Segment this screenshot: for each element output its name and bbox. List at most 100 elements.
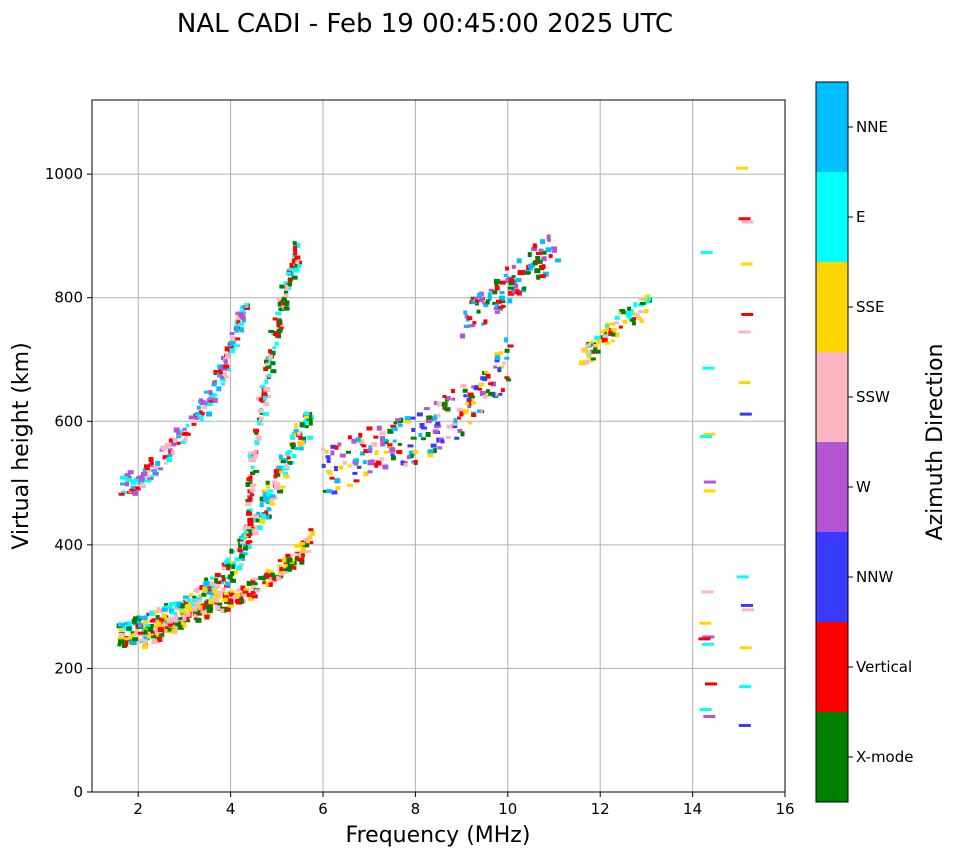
echo-point xyxy=(494,285,500,291)
echo-point xyxy=(223,592,229,596)
echo-point xyxy=(511,275,516,279)
echo-point xyxy=(168,602,173,608)
echo-point xyxy=(281,305,286,310)
echo-point xyxy=(400,460,405,466)
echo-point xyxy=(426,415,433,420)
echo-point xyxy=(505,266,510,271)
echo-point xyxy=(741,312,754,316)
echo-point xyxy=(119,623,126,628)
echo-point xyxy=(371,442,378,448)
echo-point xyxy=(278,326,284,330)
echo-point xyxy=(488,391,494,396)
echo-point xyxy=(240,598,245,604)
echo-point xyxy=(212,600,218,605)
echo-point xyxy=(467,392,474,398)
echo-point xyxy=(330,444,337,449)
colorbar-category-label: Vertical xyxy=(856,658,912,676)
echo-point xyxy=(614,315,620,320)
colorbar-category-label: SSW xyxy=(856,388,890,406)
echo-point xyxy=(699,708,712,712)
echo-point xyxy=(701,642,714,646)
echo-point xyxy=(622,319,628,324)
echo-point xyxy=(409,454,414,459)
echo-point xyxy=(507,286,514,290)
echo-point xyxy=(554,258,561,263)
echo-point xyxy=(593,347,598,353)
echo-point xyxy=(262,499,267,503)
echo-point xyxy=(460,383,467,388)
echo-point xyxy=(252,513,259,519)
echo-point xyxy=(419,422,425,428)
echo-point xyxy=(265,480,270,485)
colorbar-swatch xyxy=(816,352,848,442)
echo-point xyxy=(259,502,264,508)
echo-point xyxy=(284,293,289,298)
echo-point xyxy=(703,432,716,436)
echo-point xyxy=(267,570,274,574)
echo-point xyxy=(209,581,216,586)
echo-point xyxy=(221,565,226,571)
echo-point xyxy=(210,591,215,596)
echo-point xyxy=(272,346,277,350)
echo-point xyxy=(478,382,485,387)
echo-point xyxy=(433,414,438,420)
echo-point xyxy=(551,246,558,250)
echo-point xyxy=(249,526,255,530)
echo-point xyxy=(450,389,455,394)
echo-point xyxy=(148,627,154,632)
echo-point xyxy=(304,537,309,542)
x-tick-label: 14 xyxy=(683,800,702,818)
echo-point xyxy=(487,292,492,298)
echo-point xyxy=(515,278,522,283)
echo-point xyxy=(471,412,477,417)
echo-point xyxy=(279,567,284,573)
echo-point xyxy=(609,322,616,326)
echo-point xyxy=(226,565,231,571)
echo-point xyxy=(146,468,152,472)
echo-point xyxy=(403,462,408,467)
echo-point xyxy=(287,460,293,465)
echo-point xyxy=(248,475,253,479)
echo-point xyxy=(243,587,250,591)
echo-point xyxy=(627,315,632,320)
echo-point xyxy=(324,449,329,454)
echo-point xyxy=(283,471,289,477)
echo-point xyxy=(283,306,290,311)
echo-point xyxy=(451,422,458,426)
echo-point xyxy=(524,271,531,275)
echo-point xyxy=(171,442,177,447)
echo-point xyxy=(592,344,597,349)
echo-point xyxy=(456,407,463,412)
echo-point xyxy=(182,622,187,628)
echo-point xyxy=(262,581,267,585)
echo-point xyxy=(215,605,221,611)
echo-point xyxy=(225,581,231,587)
echo-point xyxy=(264,379,269,385)
echo-point xyxy=(468,395,475,399)
echo-point xyxy=(698,637,711,641)
echo-point xyxy=(221,372,228,377)
echo-point xyxy=(234,325,239,329)
echo-point xyxy=(242,590,249,594)
echo-point xyxy=(374,450,379,456)
echo-point xyxy=(239,541,244,545)
echo-point xyxy=(118,492,125,496)
echo-point xyxy=(427,452,434,458)
echo-point xyxy=(467,400,472,406)
echo-point xyxy=(352,471,358,475)
echo-point xyxy=(223,364,230,369)
echo-point xyxy=(460,333,466,339)
echo-point xyxy=(254,439,260,445)
echo-point xyxy=(739,646,752,650)
echo-point xyxy=(485,389,490,394)
echo-point xyxy=(477,293,483,299)
echo-point xyxy=(292,241,297,246)
echo-point xyxy=(289,443,295,447)
echo-point xyxy=(539,265,545,271)
echo-point xyxy=(127,477,133,482)
echo-point xyxy=(284,463,289,469)
echo-point xyxy=(227,591,232,596)
echo-point xyxy=(492,290,498,295)
echo-point xyxy=(234,557,240,562)
echo-point xyxy=(150,630,156,634)
